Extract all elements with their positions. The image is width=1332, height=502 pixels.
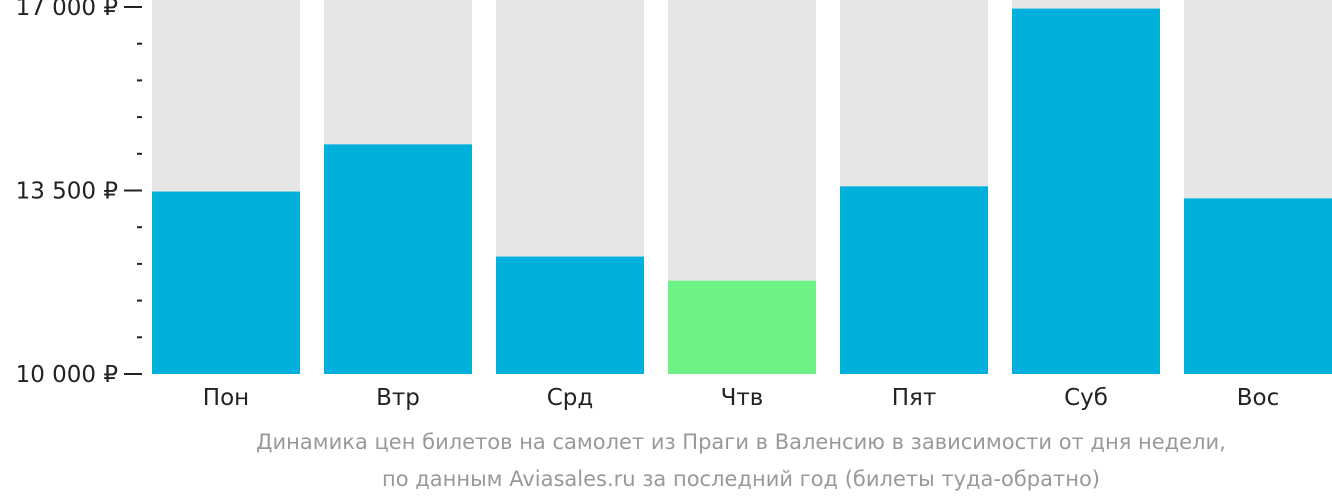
x-tick-label-2: Втр [376,385,420,411]
bar-6 [1012,8,1160,375]
chart-caption-line2: по данным Aviasales.ru за последний год … [382,467,1100,491]
x-tick-label-3: Срд [547,385,594,411]
x-tick-label-6: Суб [1064,385,1108,411]
bar-3 [496,256,644,374]
bar-5 [840,186,988,374]
bar-2 [324,144,472,374]
x-tick-label-5: Пят [892,385,937,411]
price-by-weekday-chart: Пон Втр Срд Чтв Пят Суб Вос 17 000 ₽ 13 500 ₽ 10 … [16,0,1332,411]
x-tick-label-4: Чтв [721,385,764,411]
x-tick-label-1: Пон [203,385,249,411]
y-tick-label-3: 10 000 ₽ [16,362,118,388]
chart-caption-line1: Динамика цен билетов на самолет из Праги… [256,430,1226,454]
y-tick-label-1: 17 000 ₽ [16,0,118,21]
bar-7 [1184,198,1332,374]
x-tick-label-7: Вос [1237,385,1280,411]
y-tick-label-2: 13 500 ₽ [16,179,118,205]
bar-4 [668,280,816,374]
bar-1 [152,191,300,374]
